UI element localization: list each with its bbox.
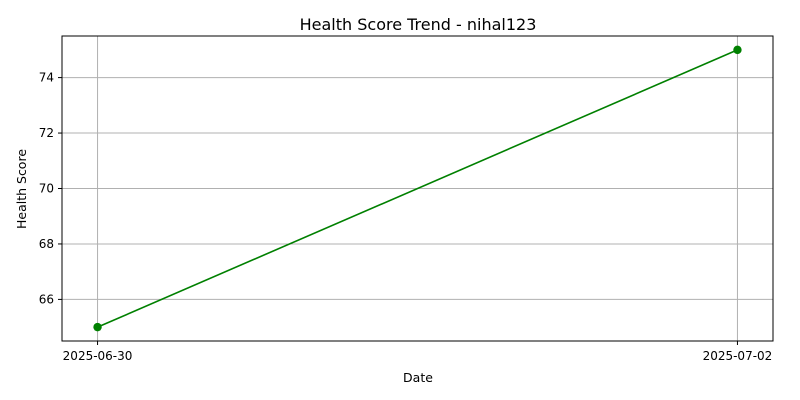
y-tick-label: 74 — [39, 71, 54, 85]
y-axis-label: Health Score — [14, 149, 29, 229]
y-tick-label: 72 — [39, 126, 54, 140]
x-axis: 2025-06-30 2025-07-02 — [63, 341, 773, 363]
y-axis: 66 68 70 72 74 — [39, 71, 62, 306]
chart-title: Health Score Trend - nihal123 — [300, 15, 537, 34]
series-layer — [93, 45, 742, 332]
data-point — [93, 322, 102, 332]
series-line — [97, 49, 738, 328]
y-tick-label: 68 — [39, 237, 54, 251]
y-tick-label: 66 — [39, 292, 54, 306]
x-axis-label: Date — [403, 370, 433, 385]
x-tick-label: 2025-06-30 — [63, 349, 133, 363]
y-tick-label: 70 — [39, 182, 54, 196]
x-tick-label: 2025-07-02 — [703, 349, 773, 363]
data-point — [733, 45, 742, 55]
